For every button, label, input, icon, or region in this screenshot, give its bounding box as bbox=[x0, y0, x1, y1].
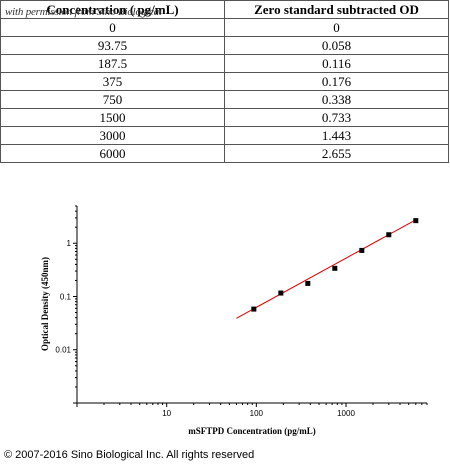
y-tick-label: 0.01 bbox=[55, 346, 71, 355]
plot-frame bbox=[76, 206, 427, 404]
copyright-notice: © 2007-2016 Sino Biological Inc. All rig… bbox=[4, 449, 255, 461]
table-row: 93.75 0.058 bbox=[0, 36, 449, 55]
cell-concentration: 1500 bbox=[0, 108, 225, 127]
table-row: 187.5 0.116 bbox=[0, 54, 449, 73]
x-tick-label: 10 bbox=[162, 409, 171, 418]
y-axis-ticks: 1 0.1 0.01 bbox=[55, 205, 77, 404]
cell-concentration: 0 bbox=[0, 18, 225, 37]
cell-od: 1.443 bbox=[224, 126, 449, 145]
cell-concentration: 375 bbox=[0, 72, 225, 91]
cell-od: 0.058 bbox=[224, 36, 449, 55]
x-axis-title: mSFTPD Concentration (pg/mL) bbox=[188, 426, 316, 436]
table-row: 3000 1.443 bbox=[0, 126, 449, 145]
cell-concentration: 750 bbox=[0, 90, 225, 109]
cell-od: 0.116 bbox=[224, 54, 449, 73]
cell-concentration: 93.75 bbox=[0, 36, 225, 55]
x-tick-label: 100 bbox=[250, 409, 264, 418]
header-concentration: Concentration ( pg/mL) with permission f… bbox=[0, 0, 225, 19]
x-axis-ticks: 10 100 1000 bbox=[76, 403, 428, 418]
cell-concentration: 187.5 bbox=[0, 54, 225, 73]
data-points bbox=[251, 218, 419, 312]
y-axis-title: Optical Density (450nm) bbox=[40, 257, 50, 351]
data-point bbox=[413, 218, 419, 224]
table-row: 750 0.338 bbox=[0, 90, 449, 109]
cell-od: 0 bbox=[224, 18, 449, 37]
cell-od: 2.655 bbox=[224, 144, 449, 163]
data-point bbox=[332, 265, 338, 271]
fit-line bbox=[236, 219, 417, 319]
header-od: Zero standard subtracted OD bbox=[224, 0, 449, 19]
table-body: 0 0 93.75 0.058 187.5 0.116 375 0.176 750 0.338 15… bbox=[0, 18, 449, 163]
data-point bbox=[386, 232, 392, 238]
cell-od: 0.733 bbox=[224, 108, 449, 127]
data-table: Concentration ( pg/mL) with permission f… bbox=[0, 0, 449, 163]
cell-od: 0.176 bbox=[224, 72, 449, 91]
standard-curve-chart: 10 100 1000 1 0.1 0.01 mSFTPD Concentration … bbox=[40, 205, 428, 436]
cell-concentration: 3000 bbox=[0, 126, 225, 145]
data-point bbox=[251, 306, 257, 312]
watermark-text: with permission from Sino Biological bbox=[5, 6, 162, 18]
header-concentration-label: Concentration ( pg/mL) bbox=[46, 2, 179, 17]
table-row: 6000 2.655 bbox=[0, 144, 449, 163]
cell-od: 0.338 bbox=[224, 90, 449, 109]
y-tick-label: 1 bbox=[67, 239, 72, 248]
cell-concentration: 6000 bbox=[0, 144, 225, 163]
data-point bbox=[278, 290, 284, 296]
y-tick-label: 0.1 bbox=[60, 292, 72, 301]
table-header-row: Concentration ( pg/mL) with permission f… bbox=[0, 0, 449, 19]
standard-curve-table: Concentration ( pg/mL) with permission f… bbox=[0, 0, 449, 163]
data-point bbox=[305, 280, 311, 286]
data-point bbox=[359, 247, 365, 253]
x-tick-label: 1000 bbox=[337, 409, 355, 418]
table-row: 1500 0.733 bbox=[0, 108, 449, 127]
table-row: 375 0.176 bbox=[0, 72, 449, 91]
fit-line-group bbox=[236, 219, 417, 319]
